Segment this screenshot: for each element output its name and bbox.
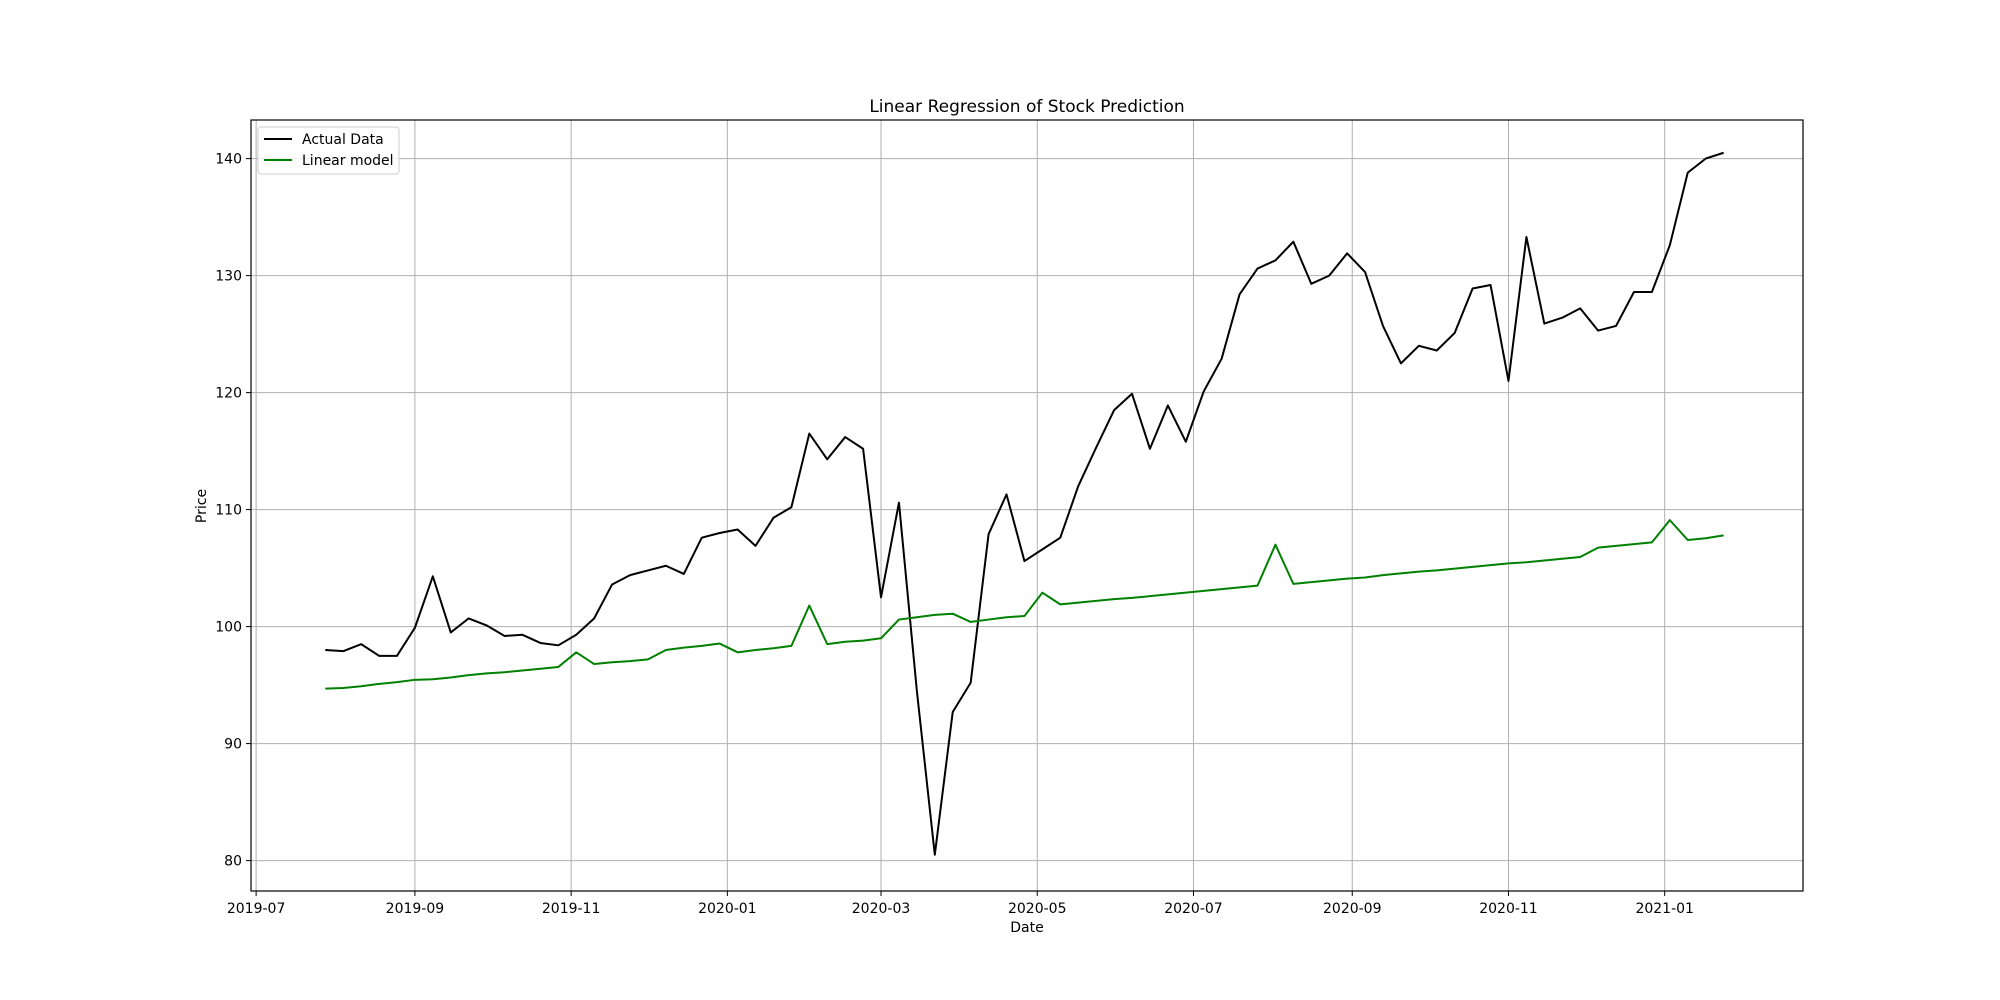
x-tick-label: 2019-09 — [386, 901, 445, 917]
legend-label-actual-data: Actual Data — [302, 132, 384, 148]
x-tick-label: 2019-11 — [542, 901, 601, 917]
y-tick-label: 100 — [215, 620, 242, 636]
legend: Actual Data Linear model — [257, 126, 400, 175]
y-axis-label: Price — [194, 489, 210, 523]
y-tick-label: 110 — [215, 503, 242, 519]
plot-series — [325, 151, 1724, 856]
x-tick-label: 2020-05 — [1008, 901, 1067, 917]
y-tick-label: 140 — [215, 152, 242, 168]
x-tick-label: 2020-09 — [1323, 901, 1382, 917]
x-axis-label: Date — [1010, 920, 1043, 936]
x-tick-label: 2020-07 — [1164, 901, 1223, 917]
legend-box — [257, 126, 400, 175]
y-axis-ticks: 80 90 100 110 120 130 140 — [215, 152, 251, 870]
y-tick-label: 80 — [224, 854, 242, 870]
y-tick-label: 90 — [224, 737, 242, 753]
y-tick-label: 120 — [215, 386, 242, 402]
chart-title: Linear Regression of Stock Prediction — [869, 97, 1184, 117]
grid-lines — [251, 120, 1803, 891]
series-line-actual-data — [325, 151, 1724, 856]
x-tick-label: 2020-03 — [852, 901, 911, 917]
x-tick-label: 2019-07 — [227, 901, 286, 917]
legend-label-linear-model: Linear model — [302, 153, 394, 169]
x-tick-label: 2021-01 — [1635, 901, 1694, 917]
y-tick-label: 130 — [215, 269, 242, 285]
x-tick-label: 2020-11 — [1479, 901, 1538, 917]
series-line-linear-model — [325, 519, 1724, 690]
plot-frame — [250, 119, 1804, 892]
x-tick-label: 2020-01 — [698, 901, 757, 917]
x-axis-ticks: 2019-07 2019-09 2019-11 2020-01 2020-03 2020-… — [227, 891, 1694, 917]
